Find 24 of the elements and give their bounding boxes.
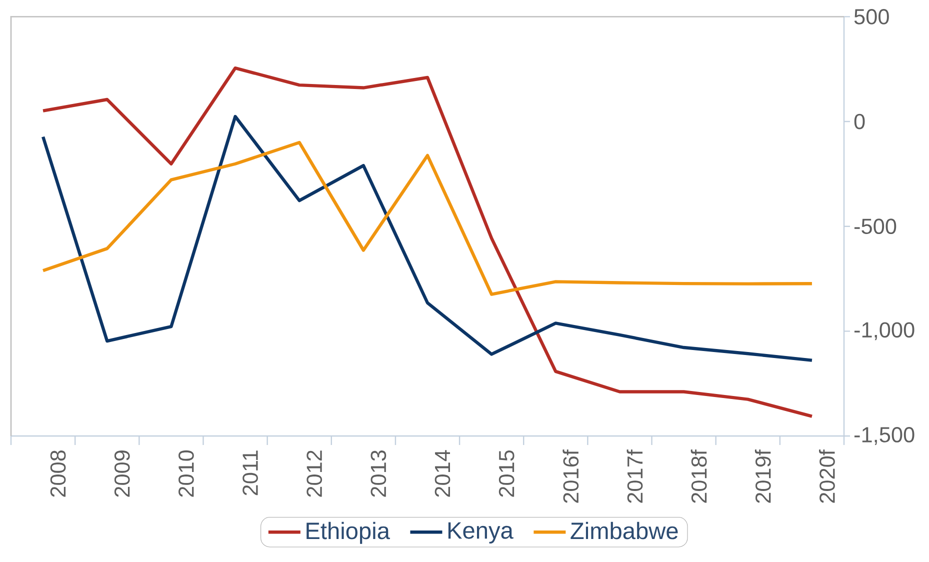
- x-tick-label: 2018f: [690, 450, 707, 503]
- legend-label: Kenya: [448, 522, 514, 544]
- x-tick-label: 2009: [114, 450, 130, 497]
- line-series: [41, 140, 814, 296]
- y-tick-label: -1,500: [854, 427, 914, 445]
- x-tick-label: 2012: [306, 450, 322, 497]
- x-tick-label: 2011: [242, 450, 258, 496]
- y-tick-label: -1,000: [854, 322, 914, 340]
- legend-label: Ethiopia: [306, 522, 390, 544]
- x-tick-label: 2015: [498, 450, 514, 497]
- legend-label: Zimbabwe: [570, 522, 678, 540]
- line-series: [41, 114, 814, 362]
- x-tick-label: 2016f: [562, 450, 579, 503]
- x-tick-label: 2010: [178, 450, 194, 497]
- y-tick-label: 500: [854, 9, 889, 24]
- y-tick-label: 0: [854, 114, 865, 130]
- x-tick-label: 2020f: [818, 450, 835, 503]
- line-series: [41, 66, 814, 418]
- x-tick-label: 2019f: [754, 450, 771, 503]
- y-tick-label: -500: [854, 218, 896, 234]
- x-tick-label: 2013: [370, 450, 386, 497]
- x-tick-label: 2008: [50, 450, 66, 497]
- x-tick-label: 2014: [434, 450, 450, 497]
- x-tick-label: 2017f: [626, 450, 643, 503]
